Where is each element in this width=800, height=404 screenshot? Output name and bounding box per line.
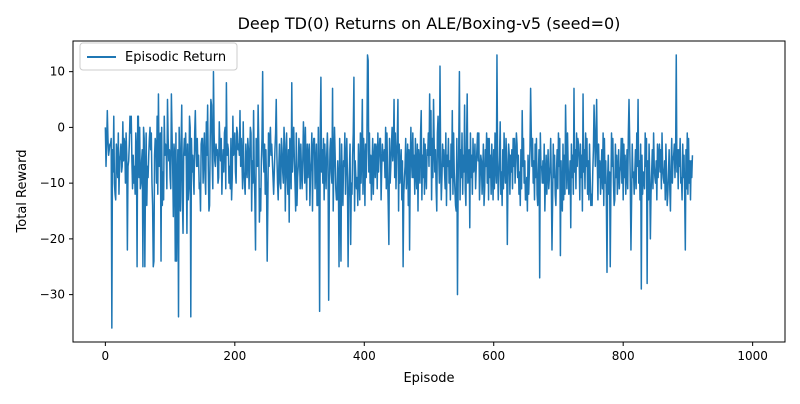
y-tick-label: 10 [50,65,65,79]
y-axis-ticks: 10 0 −10 −20 −30 [40,65,73,302]
y-tick-label: −30 [40,288,65,302]
x-tick-label: 1000 [737,349,768,363]
x-tick-label: 800 [612,349,635,363]
y-tick-label: 0 [57,120,65,134]
legend: Episodic Return [79,42,238,71]
x-axis-ticks: 0 200 400 600 800 1000 [102,342,768,363]
y-axis-label: Total Reward [15,150,30,234]
y-tick-label: −10 [40,176,65,190]
x-tick-label: 200 [223,349,246,363]
x-axis-label: Episode [403,371,454,386]
y-tick-label: −20 [40,232,65,246]
legend-box [79,42,238,71]
chart-title: Deep TD(0) Returns on ALE/Boxing-v5 (see… [238,14,621,33]
x-tick-label: 400 [353,349,376,363]
legend-label-episodic-return: Episodic Return [125,50,226,65]
axes-frame [72,40,786,343]
series-line-episodic-return [104,54,694,329]
plot-area [104,54,694,329]
x-tick-label: 0 [102,349,110,363]
x-tick-label: 600 [482,349,505,363]
